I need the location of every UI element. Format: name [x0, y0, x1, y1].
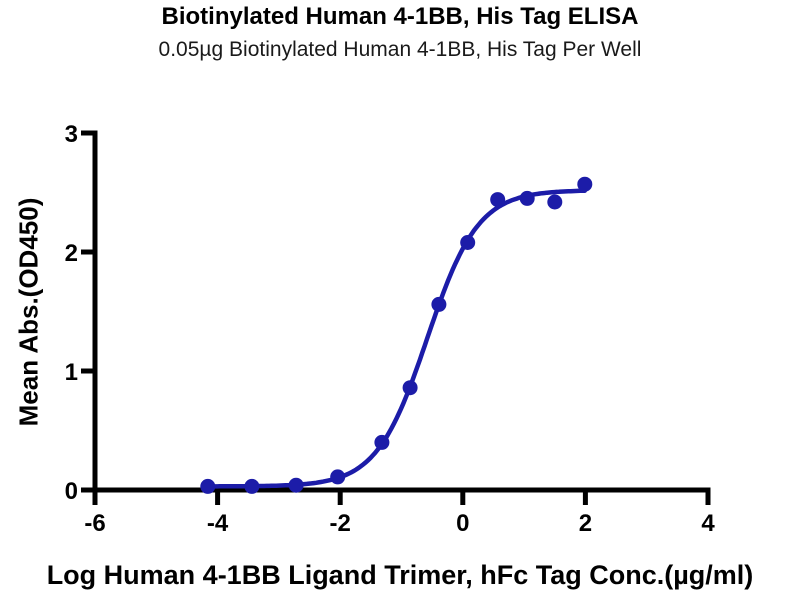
data-point-marker — [288, 477, 304, 493]
data-point-marker — [330, 469, 346, 485]
data-point-marker — [431, 296, 447, 312]
data-point-marker — [490, 192, 506, 208]
dose-response-curve — [205, 188, 588, 489]
data-point-marker — [244, 478, 260, 494]
data-point-marker — [460, 235, 476, 250]
chart-title: Biotinylated Human 4-1BB, His Tag ELISA — [161, 3, 639, 30]
data-point-marker — [577, 176, 593, 192]
x-tick-label: -2 — [330, 510, 351, 537]
data-point-marker — [374, 434, 390, 450]
chart-subtitle: 0.05µg Biotinylated Human 4-1BB, His Tag… — [158, 38, 642, 61]
y-tick-label: 2 — [65, 240, 78, 267]
data-point-marker — [547, 194, 563, 210]
x-tick-label: 4 — [701, 510, 715, 537]
data-point-marker — [402, 380, 418, 396]
x-axis-label: Log Human 4-1BB Ligand Trimer, hFc Tag C… — [46, 560, 754, 590]
y-tick-label: 3 — [65, 121, 78, 148]
y-tick-label: 0 — [65, 478, 78, 505]
data-point-marker — [519, 190, 535, 206]
y-tick-label: 1 — [65, 359, 78, 386]
x-tick-label: 0 — [456, 510, 469, 537]
x-tick-label: 2 — [579, 510, 592, 537]
x-tick-label: -4 — [207, 510, 229, 537]
x-tick-label: -6 — [84, 510, 105, 537]
data-point-marker — [200, 478, 216, 494]
